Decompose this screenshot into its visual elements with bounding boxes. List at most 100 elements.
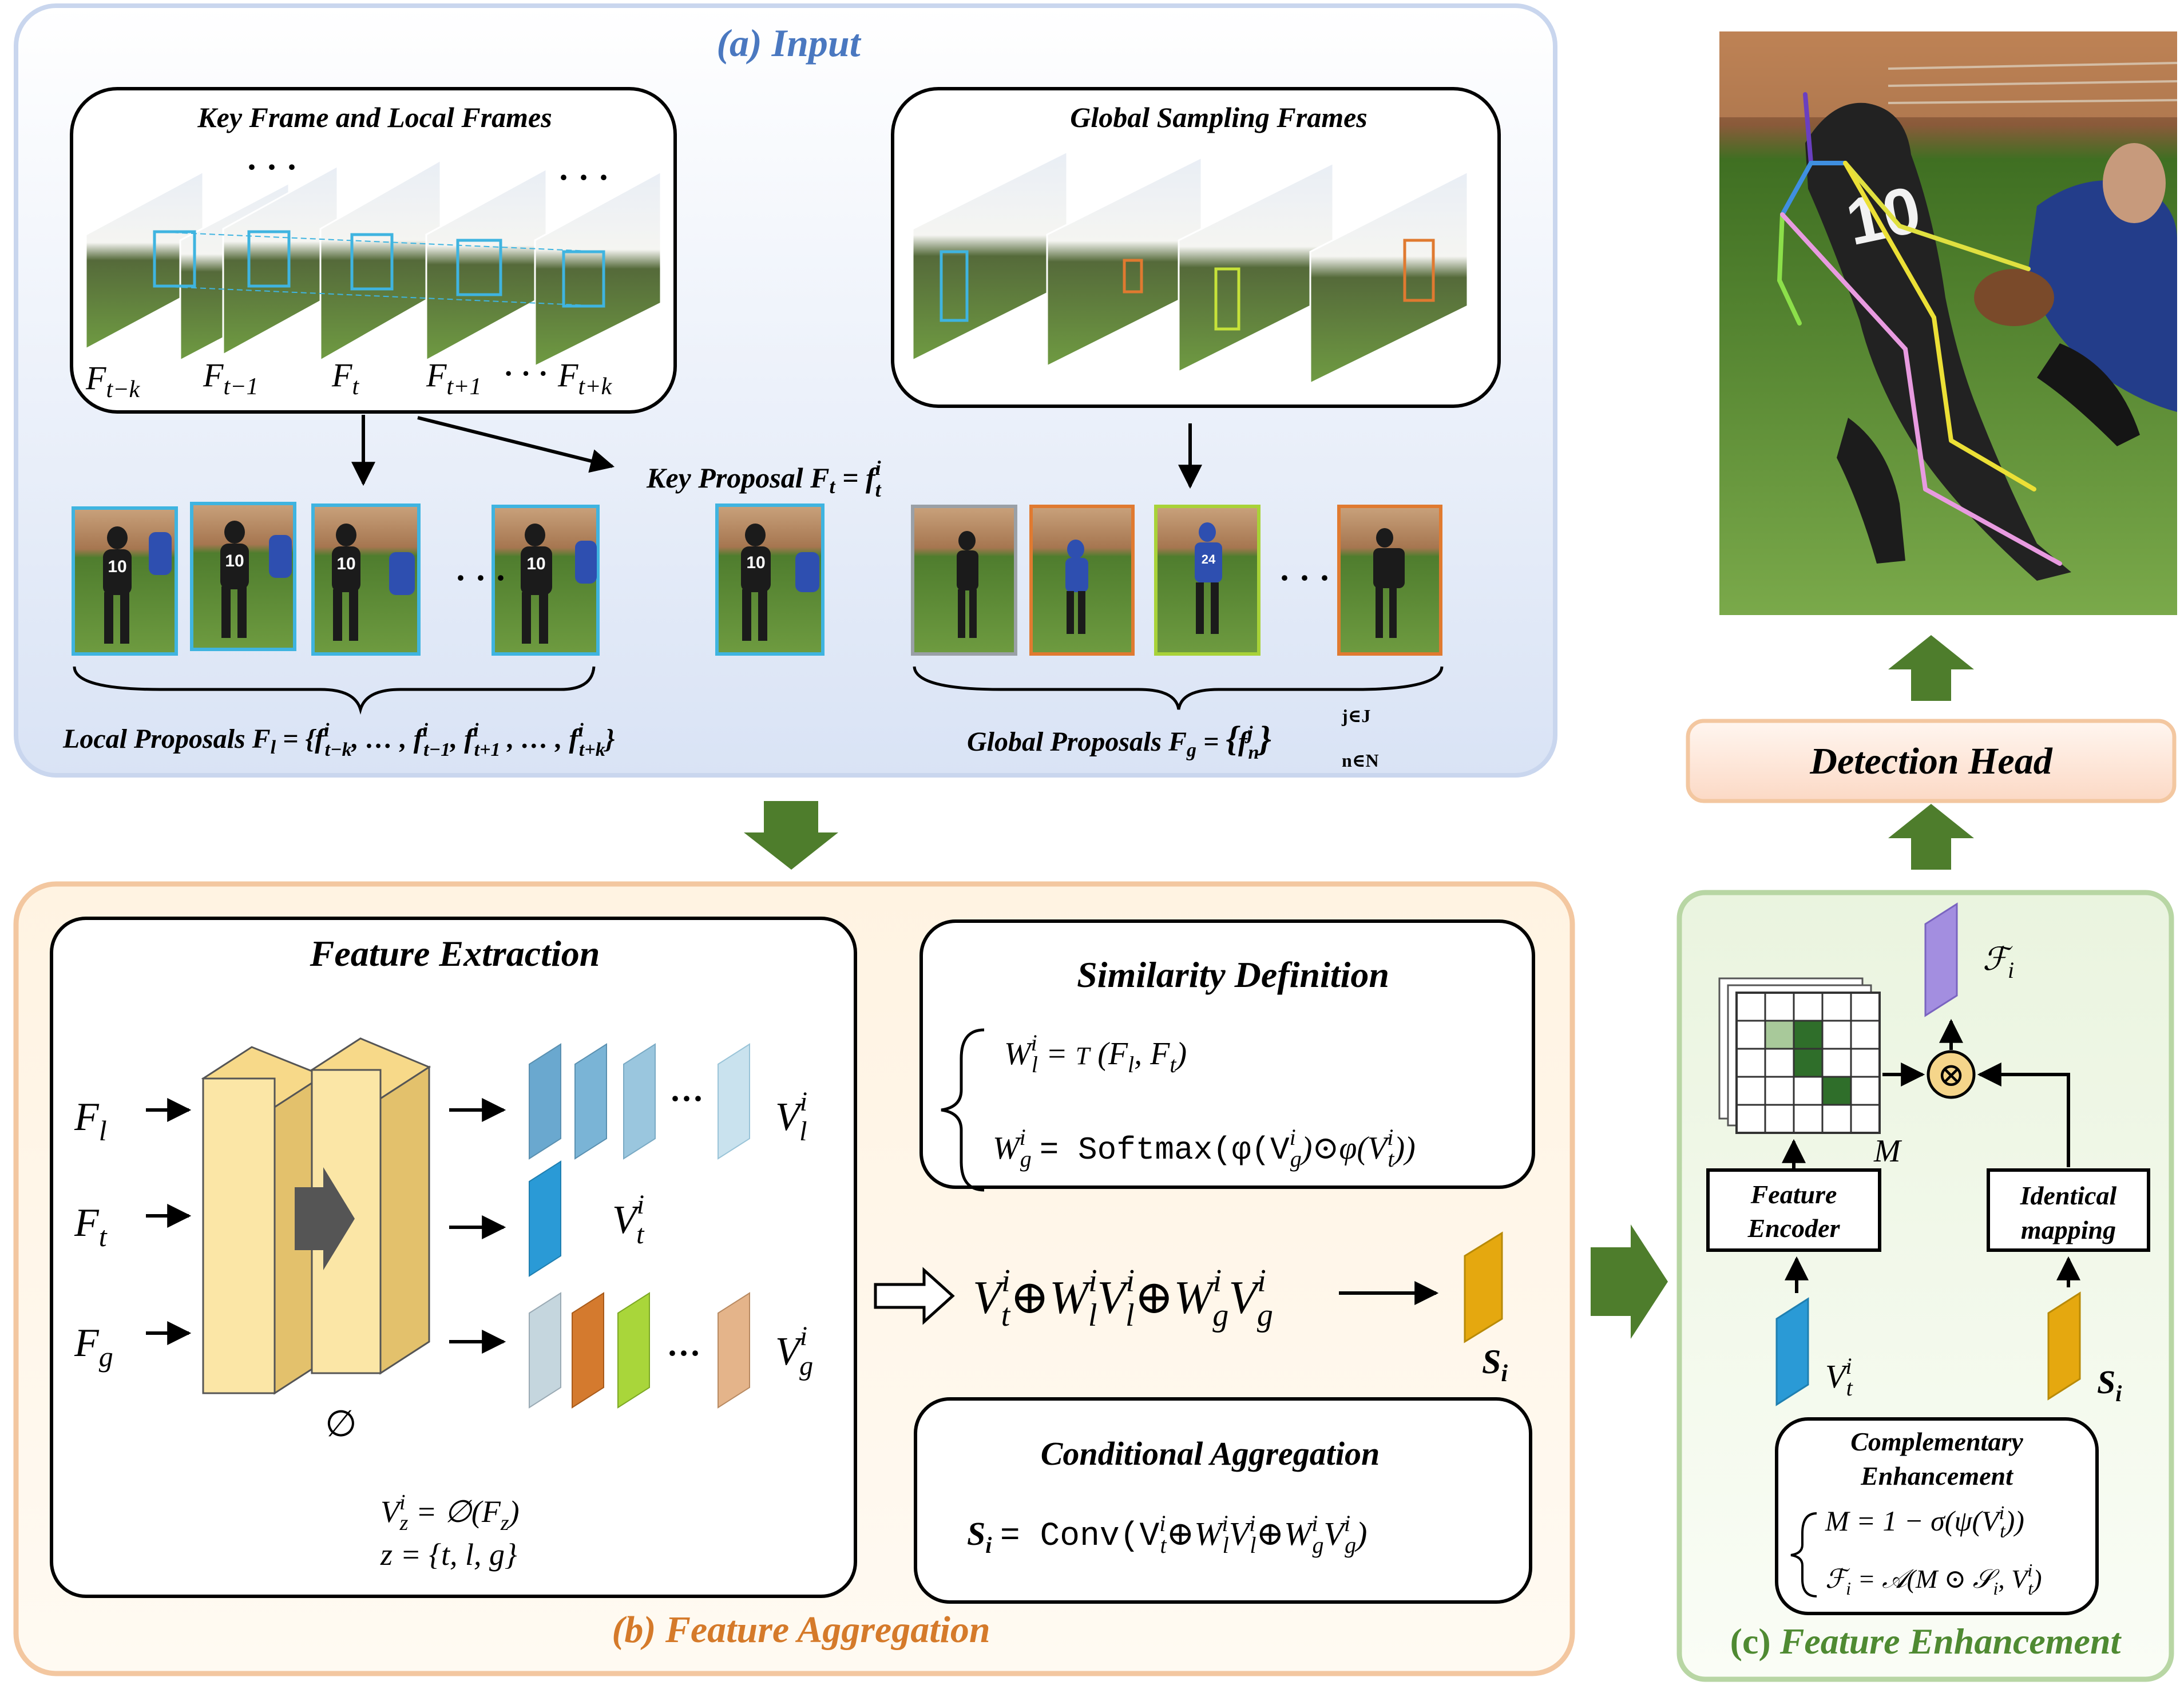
global-frames-title: Global Sampling Frames bbox=[1070, 101, 1368, 133]
proposal-box bbox=[1403, 239, 1435, 302]
svg-text:Ft−1: Ft−1 bbox=[203, 356, 258, 400]
frame-labels: Ft−k Ft−1 Ft Ft+1 · · · Ft+k bbox=[85, 356, 612, 403]
key-proposal-label: Key Proposal Ft = fi t bbox=[646, 457, 882, 501]
local-proposals-brace bbox=[73, 666, 596, 715]
jersey-number: 10 10 10 10 10 bbox=[108, 552, 765, 576]
conditional-equation: Si = Conv(Vi t⊕Wi lVi l⊕Wi gVi g) bbox=[967, 1510, 1367, 1558]
vectors-ellipsis: ··· bbox=[667, 1334, 701, 1372]
arrow bbox=[1977, 1062, 2070, 1167]
complementary-enhancement-box bbox=[1775, 1417, 2099, 1615]
complementary-line1: Complementary bbox=[1850, 1427, 2023, 1456]
local-feature-vectors bbox=[529, 1043, 750, 1160]
feature-encoder-box bbox=[1706, 1168, 1881, 1252]
svg-text:Fl: Fl bbox=[74, 1095, 107, 1147]
vectors-ellipsis: ··· bbox=[669, 1080, 704, 1117]
key-local-frames-title: Key Frame and Local Frames bbox=[197, 101, 552, 133]
phi-symbol: ∅ bbox=[325, 1403, 357, 1444]
vt-label: Vi t bbox=[1825, 1353, 1853, 1401]
global-proposals-formula: Global Proposals Fg = {fj n} bbox=[967, 720, 1271, 763]
proposal-box bbox=[1123, 259, 1143, 294]
svg-text:10: 10 bbox=[336, 554, 355, 573]
fe-equation-1: Vi z = ∅(Fz) bbox=[380, 1490, 520, 1535]
mask-label: M bbox=[1873, 1133, 1902, 1169]
panel-feature-enhancement-title: (c) Feature Enhancement bbox=[1730, 1621, 2122, 1662]
aggregation-sum: Vi t⊕Wi lVi l⊕Wi gVi g bbox=[973, 1263, 1273, 1333]
global-proposals-lower: n∈N bbox=[1342, 750, 1379, 771]
mask-matrix bbox=[1718, 977, 1881, 1134]
jersey-number: 10 bbox=[1840, 173, 1927, 260]
jersey-number: 24 bbox=[1202, 552, 1216, 566]
proposal-box bbox=[562, 250, 605, 308]
flow-arrow-right bbox=[1591, 1224, 1668, 1339]
proposal-box bbox=[247, 230, 291, 288]
hollow-arrow bbox=[874, 1267, 955, 1325]
similarity-brace bbox=[941, 1028, 985, 1192]
feature-encoder-line2: Encoder bbox=[1747, 1214, 1841, 1243]
svg-text:Ft: Ft bbox=[331, 356, 359, 400]
key-feature-vector bbox=[529, 1160, 561, 1277]
complementary-line2: Enhancement bbox=[1860, 1461, 2013, 1490]
track-line bbox=[154, 231, 604, 252]
complementary-eq1: M = 1 − σ(ψ(Vi t)) bbox=[1825, 1502, 2024, 1542]
global-frame-stack bbox=[911, 150, 1469, 385]
svg-text:Ft+1: Ft+1 bbox=[426, 356, 481, 400]
aggregated-feature-vector bbox=[2047, 1291, 2081, 1401]
similarity-wg: Wi g = Softmax(φ(Vi g)⊙φ(Vi t)) bbox=[993, 1124, 1416, 1172]
svg-text:Ft: Ft bbox=[74, 1201, 108, 1252]
complementary-eq2: ℱi = 𝒜(M ⊙ 𝒮i, Vi t) bbox=[1825, 1560, 2042, 1599]
detection-head-label: Detection Head bbox=[1809, 740, 2052, 782]
pose-skeleton bbox=[1777, 92, 2062, 566]
panel-feature-aggregation-title: (b) Feature Aggregation bbox=[612, 1609, 990, 1651]
defender-silhouette bbox=[149, 532, 819, 595]
proposal-box bbox=[153, 230, 196, 288]
svg-text:Vil: Vi l bbox=[775, 1087, 807, 1147]
player-silhouette bbox=[957, 528, 1405, 638]
si-label: Si bbox=[2097, 1363, 2122, 1406]
defender-silhouette bbox=[1065, 522, 1222, 634]
complementary-brace bbox=[1790, 1512, 1817, 1597]
flow-arrow-down bbox=[744, 801, 838, 870]
svg-text:· · ·: · · · bbox=[504, 358, 548, 390]
frames-ellipsis: · · · bbox=[246, 148, 298, 186]
svg-text:Vig: Vi g bbox=[775, 1321, 813, 1381]
proposal-box bbox=[350, 233, 394, 291]
fe-outputs: Vi l Vi t Vi g bbox=[612, 1087, 813, 1381]
svg-text:10: 10 bbox=[526, 554, 545, 573]
aggregated-feature-vector bbox=[1464, 1231, 1503, 1343]
identical-mapping-line1: Identical bbox=[2020, 1181, 2117, 1210]
frames-ellipsis: · · · bbox=[558, 158, 609, 196]
global-feature-vectors bbox=[529, 1292, 750, 1409]
feature-extraction-title: Feature Extraction bbox=[310, 933, 600, 974]
multiply-operator bbox=[1927, 1050, 1976, 1099]
local-proposals-row: 10 10 10 10 10 bbox=[72, 502, 825, 656]
proposal-box bbox=[1214, 267, 1240, 331]
proposals-ellipsis: · · · bbox=[455, 559, 506, 597]
local-proposals-formula: Local Proposals Fl = {fi t−k, … , fi t−1, … bbox=[62, 720, 615, 760]
global-proposals-row: 24 bbox=[911, 505, 1442, 656]
conditional-aggregation-box bbox=[914, 1397, 1532, 1604]
otimes-symbol: ⊗ bbox=[1937, 1056, 1965, 1093]
similarity-definition-title: Similarity Definition bbox=[1077, 954, 1389, 995]
identical-mapping-line2: mapping bbox=[2021, 1215, 2116, 1244]
feature-encoder-line1: Feature bbox=[1750, 1180, 1837, 1209]
backbone-phi bbox=[201, 1037, 431, 1395]
player-silhouette bbox=[103, 521, 771, 644]
svg-text:Fg: Fg bbox=[74, 1321, 113, 1373]
flow-arrow-up bbox=[1888, 635, 1974, 701]
arrow bbox=[417, 416, 615, 473]
svg-text:Ft−k: Ft−k bbox=[85, 359, 140, 403]
detection-head-box bbox=[1686, 719, 2177, 803]
s-i-label: Si bbox=[1482, 1343, 1508, 1387]
svg-text:10: 10 bbox=[108, 557, 126, 576]
fe-inputs: Fl Ft Fg bbox=[74, 1095, 113, 1373]
detection-result-image: 10 bbox=[1719, 31, 2178, 615]
proposal-box bbox=[456, 239, 502, 296]
global-proposals-upper: j∈J bbox=[1341, 705, 1370, 726]
proposals-ellipsis: · · · bbox=[1279, 559, 1330, 597]
svg-text:Ft+k: Ft+k bbox=[557, 356, 612, 400]
fe-equation-2: z = {t, l, g} bbox=[380, 1537, 517, 1572]
similarity-definition-box bbox=[919, 919, 1535, 1189]
panel-input-title: (a) Input bbox=[716, 21, 861, 65]
frame-image bbox=[1309, 170, 1469, 385]
local-frame-stack bbox=[85, 158, 662, 368]
